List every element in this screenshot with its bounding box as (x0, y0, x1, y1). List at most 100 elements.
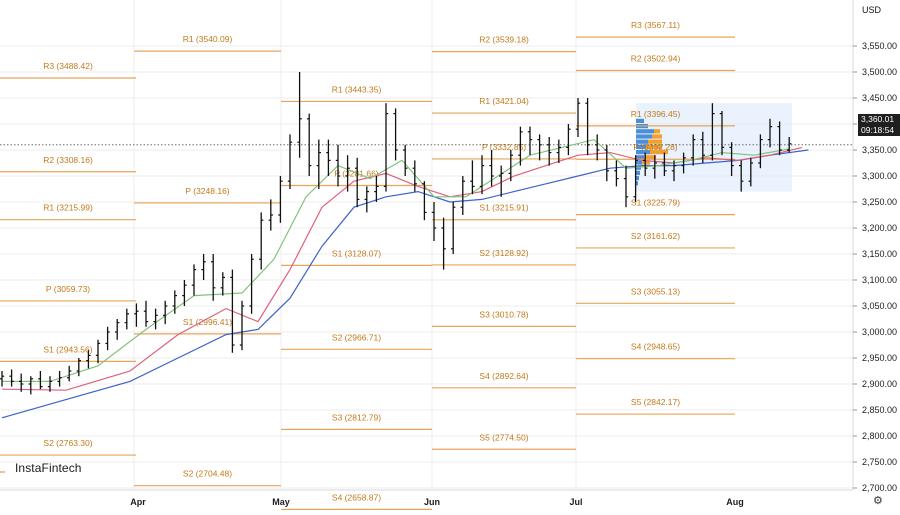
ohlc-bar (508, 150, 513, 182)
ohlc-bar (527, 126, 533, 156)
ohlc-bar (451, 202, 456, 254)
ohlc-bar (153, 308, 158, 330)
ohlc-bar (537, 134, 542, 161)
x-tick-label: May (272, 497, 290, 507)
ohlc-bar (67, 365, 72, 382)
y-tick-label: 2,900.00 (862, 379, 897, 389)
ohlc-bar (623, 165, 629, 208)
ohlc-bar (95, 339, 101, 364)
ohlc-bar (604, 144, 609, 182)
pivot-label: P (3332.28) (633, 142, 677, 152)
pivot-label: S3 (3010.78) (479, 309, 528, 319)
pivot-label: R1 (3540.09) (183, 34, 233, 44)
currency-label[interactable]: USD (862, 5, 882, 15)
volume-profile-bar (648, 139, 662, 144)
ma-slow-line (1, 149, 809, 419)
volume-profile-bar (636, 155, 644, 160)
pivot-label: S2 (3161.62) (631, 231, 680, 241)
volume-profile-bar (642, 160, 650, 165)
ohlc-bar (662, 152, 667, 176)
ohlc-bar (268, 199, 273, 231)
pivot-label: S2 (3128.92) (479, 248, 528, 258)
y-tick-label: 3,450.00 (862, 93, 897, 103)
ohlc-bar (441, 217, 446, 270)
ohlc-bar (739, 160, 744, 192)
ohlc-bar (259, 212, 264, 270)
ohlc-bar (163, 300, 168, 325)
ohlc-bar (614, 160, 619, 187)
pivot-label: S1 (3215.91) (479, 203, 528, 213)
y-tick-label: 2,950.00 (862, 353, 897, 363)
volume-profile-bar (652, 134, 662, 139)
x-tick-label: Jun (424, 497, 440, 507)
x-tick-label: Aug (726, 497, 744, 507)
pivot-label: R3 (3567.11) (631, 20, 680, 30)
moving-averages-layer (1, 138, 809, 419)
volume-profile-bar (636, 139, 648, 144)
pivot-label: R1 (3215.99) (43, 203, 93, 213)
ohlc-bar (556, 139, 561, 163)
ohlc-bar (47, 376, 53, 392)
y-tick-label: 3,350.00 (862, 145, 897, 155)
price-tag: 3,360.01 (858, 114, 900, 125)
ohlc-bar (393, 108, 398, 161)
ohlc-bar (383, 103, 389, 192)
pivot-label: S4 (2658.87) (332, 492, 381, 502)
ohlc-bar (249, 254, 254, 314)
pivot-label: R1 (3396.45) (631, 109, 681, 119)
y-tick-label: 3,550.00 (862, 41, 897, 51)
ohlc-bar (719, 111, 725, 156)
ohlc-bar (278, 176, 283, 223)
pivot-label: S5 (2842.17) (631, 397, 680, 407)
volume-profile-bar (636, 134, 652, 139)
ohlc-bar (307, 113, 312, 176)
pivot-label: P (3332.85) (482, 142, 526, 152)
y-tick-label: 3,500.00 (862, 67, 897, 77)
ohlc-bar (201, 254, 206, 280)
ohlc-bar (518, 126, 523, 166)
pivot-label: S3 (3055.13) (631, 286, 680, 296)
ohlc-bar (652, 155, 657, 179)
y-tick-label: 3,150.00 (862, 249, 897, 259)
volume-profile-bar (646, 144, 662, 149)
pivot-label: R2 (3539.18) (479, 35, 529, 45)
ohlc-bar (422, 181, 427, 221)
ohlc-bar (211, 254, 216, 301)
pivot-label: S4 (2892.64) (479, 371, 528, 381)
pivot-label: S3 (2812.79) (332, 412, 381, 422)
y-tick-label: 3,050.00 (862, 301, 897, 311)
volume-profile-bar (654, 129, 660, 134)
ohlc-bar (38, 371, 43, 390)
ohlc-bar (364, 186, 369, 213)
pivot-label: R3 (3488.42) (43, 61, 93, 71)
pivot-label: P (3248.16) (185, 186, 229, 196)
ohlc-bar (710, 103, 715, 161)
ohlc-bar (220, 272, 225, 296)
ohlc-bar (374, 176, 379, 202)
ohlc-bar (297, 72, 302, 158)
volume-profile-layer (636, 103, 792, 192)
ohlc-bar (239, 300, 245, 351)
ohlc-bar (345, 155, 350, 192)
grid-layer (0, 0, 853, 515)
y-tick-label: 3,300.00 (862, 171, 897, 181)
volume-profile-bar (636, 150, 650, 155)
pivot-label: R1 (3421.04) (479, 96, 529, 106)
y-tick-label: 2,800.00 (862, 431, 897, 441)
volume-profile-bar (636, 129, 654, 134)
ohlc-bar (76, 358, 81, 377)
candles-layer (0, 72, 792, 395)
y-tick-label: 3,250.00 (862, 197, 897, 207)
gear-icon[interactable]: ⚙ (873, 495, 883, 507)
pivot-label: S2 (2704.48) (183, 469, 232, 479)
ohlc-bar (355, 157, 360, 208)
volume-profile-bar (636, 144, 646, 149)
ohlc-bar (191, 264, 197, 296)
ohlc-bar (499, 165, 504, 197)
ohlc-bar (460, 176, 465, 215)
volume-profile-bar (650, 150, 668, 155)
ohlc-bar (124, 308, 129, 330)
pivot-label: R2 (3502.94) (631, 53, 681, 63)
